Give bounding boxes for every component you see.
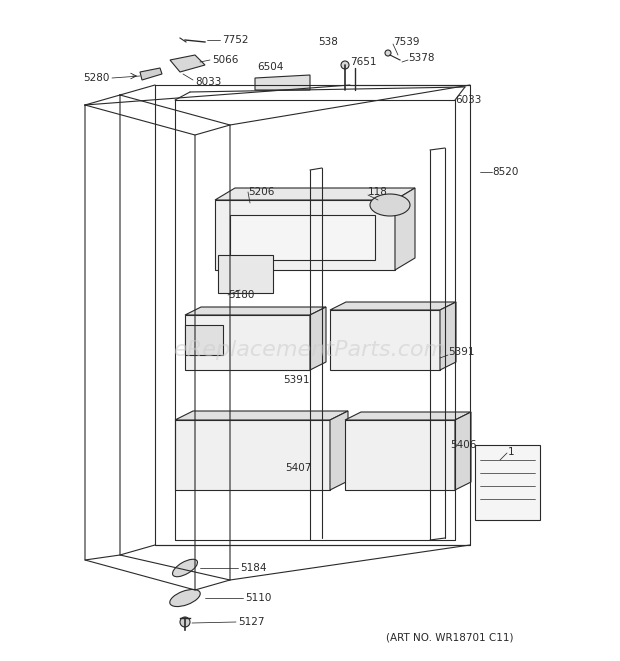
Text: 5184: 5184 (240, 563, 267, 573)
Text: 5127: 5127 (238, 617, 265, 627)
Polygon shape (215, 188, 415, 200)
Text: 118: 118 (368, 187, 388, 197)
Bar (185, 315, 310, 370)
Text: 5206: 5206 (248, 187, 275, 197)
Polygon shape (310, 307, 326, 370)
Circle shape (385, 50, 391, 56)
Text: 538: 538 (318, 37, 338, 47)
Polygon shape (395, 188, 415, 270)
Bar (230, 215, 375, 260)
Bar (175, 420, 330, 490)
Bar (330, 310, 440, 370)
Polygon shape (175, 411, 348, 420)
Text: 5406: 5406 (450, 440, 476, 450)
Text: 1: 1 (508, 447, 515, 457)
Bar (218, 255, 273, 293)
Ellipse shape (170, 590, 200, 607)
Text: 5110: 5110 (245, 593, 272, 603)
Polygon shape (330, 411, 348, 490)
Text: 5280: 5280 (84, 73, 110, 83)
Text: 5391: 5391 (448, 347, 474, 357)
Ellipse shape (370, 194, 410, 216)
Polygon shape (185, 307, 326, 315)
Polygon shape (455, 412, 471, 490)
Text: 5066: 5066 (212, 55, 238, 65)
Bar (475, 445, 540, 520)
Bar (185, 325, 223, 355)
Text: 7651: 7651 (350, 57, 376, 67)
Polygon shape (330, 302, 456, 310)
Text: (ART NO. WR18701 C11): (ART NO. WR18701 C11) (386, 633, 514, 643)
Polygon shape (345, 412, 471, 420)
Text: 5407: 5407 (285, 463, 311, 473)
Text: 7539: 7539 (393, 37, 420, 47)
Text: 8033: 8033 (195, 77, 221, 87)
Text: 5180: 5180 (228, 290, 254, 300)
Polygon shape (140, 68, 162, 80)
Text: 5391: 5391 (283, 375, 309, 385)
Polygon shape (170, 55, 205, 72)
Text: 7752: 7752 (222, 35, 249, 45)
Text: 8520: 8520 (492, 167, 518, 177)
Text: 5378: 5378 (408, 53, 435, 63)
Text: eReplacementParts.com: eReplacementParts.com (174, 340, 446, 360)
Text: 6504: 6504 (257, 62, 283, 72)
Text: 6033: 6033 (455, 95, 481, 105)
Polygon shape (440, 302, 456, 370)
Bar (345, 420, 455, 490)
Polygon shape (255, 75, 310, 90)
Ellipse shape (172, 559, 198, 576)
Circle shape (341, 61, 349, 69)
Bar (215, 200, 395, 270)
Circle shape (180, 617, 190, 627)
